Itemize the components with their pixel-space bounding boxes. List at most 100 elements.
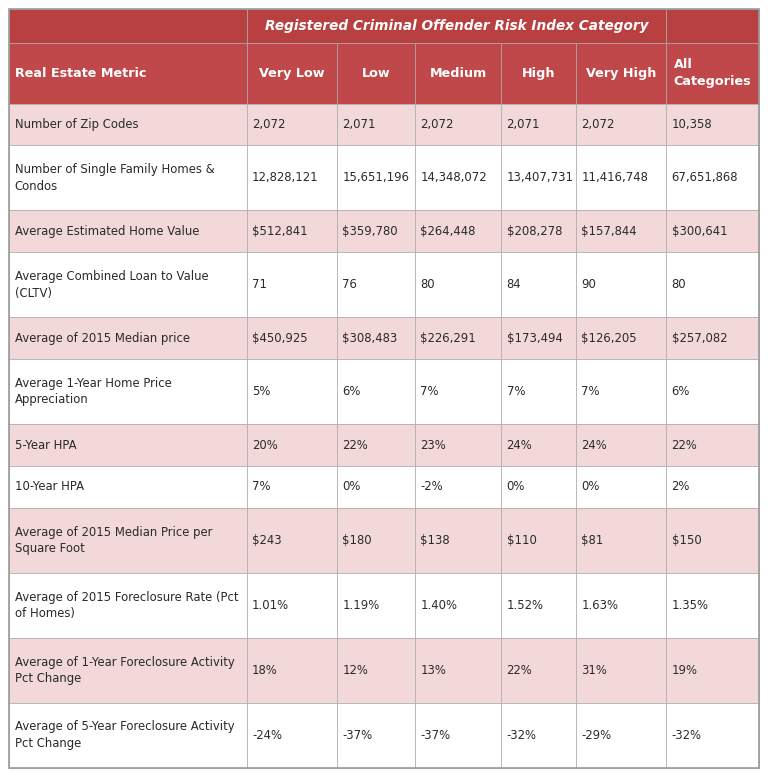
Bar xyxy=(337,573,415,638)
Text: -32%: -32% xyxy=(507,729,537,742)
Text: 76: 76 xyxy=(343,278,357,291)
Bar xyxy=(337,359,415,424)
Bar xyxy=(247,702,337,768)
Bar xyxy=(415,43,502,103)
Bar xyxy=(576,359,666,424)
Bar xyxy=(576,638,666,702)
Text: $173,494: $173,494 xyxy=(507,332,562,345)
Text: 80: 80 xyxy=(420,278,435,291)
Bar xyxy=(9,211,247,253)
Text: 13,407,731: 13,407,731 xyxy=(507,172,574,184)
Text: 14,348,072: 14,348,072 xyxy=(420,172,487,184)
Bar xyxy=(9,466,247,508)
Bar xyxy=(337,508,415,573)
Text: 80: 80 xyxy=(671,278,686,291)
Bar xyxy=(9,103,247,145)
Bar xyxy=(247,573,337,638)
Bar xyxy=(247,638,337,702)
Text: -24%: -24% xyxy=(252,729,282,742)
Bar xyxy=(502,638,576,702)
Bar xyxy=(337,702,415,768)
Text: -2%: -2% xyxy=(420,480,443,493)
Text: 12%: 12% xyxy=(343,664,368,677)
Text: High: High xyxy=(521,67,555,80)
Text: All
Categories: All Categories xyxy=(674,58,751,88)
Text: Very Low: Very Low xyxy=(259,67,325,80)
Bar xyxy=(9,9,247,43)
Bar xyxy=(415,253,502,317)
Text: 18%: 18% xyxy=(252,664,278,677)
Bar xyxy=(576,702,666,768)
Text: $157,844: $157,844 xyxy=(581,225,637,238)
Text: 10-Year HPA: 10-Year HPA xyxy=(15,480,84,493)
Text: 0%: 0% xyxy=(343,480,361,493)
Text: 1.35%: 1.35% xyxy=(671,599,709,611)
Text: $243: $243 xyxy=(252,534,282,547)
Bar xyxy=(502,466,576,508)
Bar xyxy=(247,145,337,211)
Text: 2,072: 2,072 xyxy=(581,118,614,131)
Text: 1.63%: 1.63% xyxy=(581,599,618,611)
Bar xyxy=(576,466,666,508)
Bar xyxy=(9,253,247,317)
Bar xyxy=(666,466,759,508)
Text: 90: 90 xyxy=(581,278,596,291)
Bar xyxy=(502,103,576,145)
Bar xyxy=(666,508,759,573)
Bar xyxy=(666,638,759,702)
Text: Very High: Very High xyxy=(586,67,657,80)
Text: $226,291: $226,291 xyxy=(420,332,476,345)
Text: Average of 1-Year Foreclosure Activity
Pct Change: Average of 1-Year Foreclosure Activity P… xyxy=(15,656,234,685)
Bar xyxy=(502,573,576,638)
Text: Low: Low xyxy=(362,67,390,80)
Text: -37%: -37% xyxy=(343,729,372,742)
Text: Average of 2015 Median Price per
Square Foot: Average of 2015 Median Price per Square … xyxy=(15,525,212,555)
Bar xyxy=(337,317,415,359)
Bar xyxy=(666,211,759,253)
Bar xyxy=(502,424,576,466)
Bar xyxy=(576,508,666,573)
Bar xyxy=(9,573,247,638)
Bar xyxy=(9,508,247,573)
Text: Average Combined Loan to Value
(CLTV): Average Combined Loan to Value (CLTV) xyxy=(15,270,208,300)
Bar xyxy=(337,638,415,702)
Text: 2,072: 2,072 xyxy=(252,118,286,131)
Text: 0%: 0% xyxy=(507,480,525,493)
Text: Average of 2015 Median price: Average of 2015 Median price xyxy=(15,332,190,345)
Bar xyxy=(666,43,759,103)
Bar xyxy=(502,508,576,573)
Bar xyxy=(9,638,247,702)
Bar xyxy=(576,145,666,211)
Bar xyxy=(9,145,247,211)
Text: $450,925: $450,925 xyxy=(252,332,308,345)
Text: 7%: 7% xyxy=(420,385,439,398)
Text: $300,641: $300,641 xyxy=(671,225,727,238)
Text: 19%: 19% xyxy=(671,664,697,677)
Bar xyxy=(415,211,502,253)
Bar xyxy=(502,317,576,359)
Text: 1.19%: 1.19% xyxy=(343,599,379,611)
Text: 71: 71 xyxy=(252,278,267,291)
Text: Average Estimated Home Value: Average Estimated Home Value xyxy=(15,225,199,238)
Text: 5%: 5% xyxy=(252,385,270,398)
Bar xyxy=(247,9,666,43)
Text: $512,841: $512,841 xyxy=(252,225,308,238)
Text: -37%: -37% xyxy=(420,729,451,742)
Bar xyxy=(666,253,759,317)
Bar xyxy=(415,702,502,768)
Bar xyxy=(666,103,759,145)
Text: 1.52%: 1.52% xyxy=(507,599,544,611)
Bar xyxy=(415,573,502,638)
Bar xyxy=(337,466,415,508)
Bar xyxy=(415,508,502,573)
Text: 2%: 2% xyxy=(671,480,690,493)
Text: 2,071: 2,071 xyxy=(507,118,540,131)
Text: $257,082: $257,082 xyxy=(671,332,727,345)
Bar xyxy=(576,103,666,145)
Text: -29%: -29% xyxy=(581,729,611,742)
Text: Average of 5-Year Foreclosure Activity
Pct Change: Average of 5-Year Foreclosure Activity P… xyxy=(15,720,234,750)
Bar xyxy=(415,466,502,508)
Text: 84: 84 xyxy=(507,278,521,291)
Bar xyxy=(666,702,759,768)
Text: 22%: 22% xyxy=(507,664,532,677)
